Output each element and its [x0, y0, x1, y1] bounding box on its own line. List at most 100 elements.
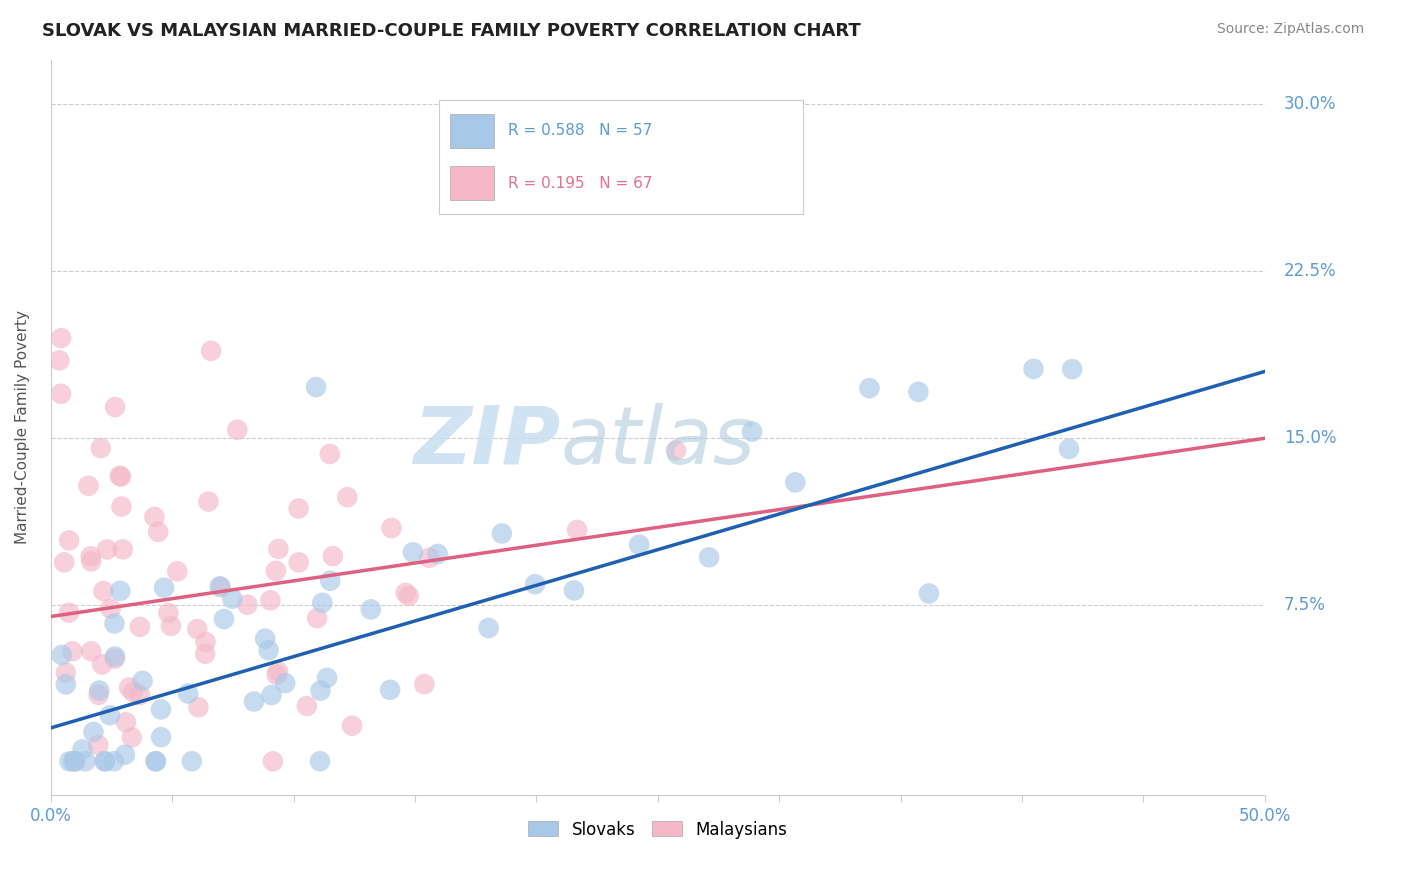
- Point: [53, 555, 76, 569]
- Point: [108, 468, 131, 483]
- Point: [741, 425, 763, 439]
- Point: [62, 754, 84, 768]
- Point: [665, 443, 688, 458]
- Point: [319, 447, 342, 461]
- Point: [63, 754, 86, 768]
- Point: [63, 754, 86, 768]
- Point: [243, 694, 266, 708]
- Point: [75, 754, 97, 768]
- Point: [77, 479, 100, 493]
- Point: [145, 754, 167, 768]
- Point: [197, 494, 219, 508]
- Point: [180, 754, 202, 768]
- Point: [209, 580, 232, 594]
- Text: ZIP: ZIP: [413, 403, 561, 481]
- Point: [491, 526, 513, 541]
- Point: [58, 754, 80, 768]
- Text: 30.0%: 30.0%: [1284, 95, 1337, 113]
- Point: [100, 601, 122, 615]
- Point: [145, 754, 167, 768]
- Point: [72, 742, 94, 756]
- Point: [266, 668, 288, 682]
- Point: [87, 688, 110, 702]
- Point: [58, 533, 80, 548]
- Point: [257, 643, 280, 657]
- Point: [1022, 362, 1045, 376]
- Point: [146, 524, 169, 539]
- Point: [413, 677, 436, 691]
- Point: [208, 579, 231, 593]
- Text: Source: ZipAtlas.com: Source: ZipAtlas.com: [1216, 22, 1364, 37]
- Point: [104, 649, 127, 664]
- Point: [157, 606, 180, 620]
- Point: [129, 620, 152, 634]
- Point: [305, 380, 328, 394]
- Text: SLOVAK VS MALAYSIAN MARRIED-COUPLE FAMILY POVERTY CORRELATION CHART: SLOVAK VS MALAYSIAN MARRIED-COUPLE FAMIL…: [42, 22, 860, 40]
- Point: [55, 665, 77, 680]
- Point: [49, 386, 72, 401]
- Point: [98, 708, 121, 723]
- Point: [129, 688, 152, 702]
- Point: [48, 353, 70, 368]
- Point: [93, 584, 115, 599]
- Point: [110, 469, 132, 483]
- Point: [309, 683, 332, 698]
- Point: [96, 542, 118, 557]
- Point: [236, 598, 259, 612]
- Point: [262, 754, 284, 768]
- Point: [907, 384, 929, 399]
- Point: [110, 500, 132, 514]
- Point: [187, 700, 209, 714]
- Point: [1062, 362, 1084, 376]
- Point: [336, 490, 359, 504]
- Text: atlas: atlas: [561, 403, 755, 481]
- Point: [402, 545, 425, 559]
- Point: [316, 671, 339, 685]
- Point: [94, 754, 117, 768]
- Point: [103, 616, 125, 631]
- Point: [360, 602, 382, 616]
- Point: [418, 550, 440, 565]
- Point: [697, 550, 720, 565]
- Point: [121, 731, 143, 745]
- Point: [395, 586, 418, 600]
- Point: [307, 611, 329, 625]
- Point: [131, 673, 153, 688]
- Point: [226, 423, 249, 437]
- Point: [309, 754, 332, 768]
- Point: [567, 523, 589, 537]
- Point: [55, 677, 77, 691]
- Point: [918, 586, 941, 600]
- Point: [628, 538, 651, 552]
- Point: [149, 702, 172, 716]
- Point: [295, 698, 318, 713]
- Point: [267, 541, 290, 556]
- Point: [378, 682, 401, 697]
- Point: [212, 612, 235, 626]
- Point: [319, 574, 342, 588]
- Point: [87, 738, 110, 752]
- Point: [478, 621, 501, 635]
- Point: [150, 730, 173, 744]
- Point: [89, 683, 111, 698]
- Point: [287, 555, 309, 569]
- Point: [426, 547, 449, 561]
- Point: [194, 647, 217, 661]
- Point: [58, 606, 80, 620]
- Point: [51, 648, 73, 662]
- Point: [380, 521, 402, 535]
- Point: [562, 583, 585, 598]
- Y-axis label: Married-Couple Family Poverty: Married-Couple Family Poverty: [15, 310, 30, 544]
- Point: [79, 549, 101, 564]
- Point: [80, 644, 103, 658]
- Point: [103, 754, 125, 768]
- Point: [194, 635, 217, 649]
- Point: [49, 331, 72, 345]
- Point: [143, 509, 166, 524]
- Point: [90, 441, 112, 455]
- Point: [60, 644, 83, 658]
- Point: [264, 564, 287, 578]
- Point: [166, 564, 188, 578]
- Point: [322, 549, 344, 563]
- Point: [104, 400, 127, 414]
